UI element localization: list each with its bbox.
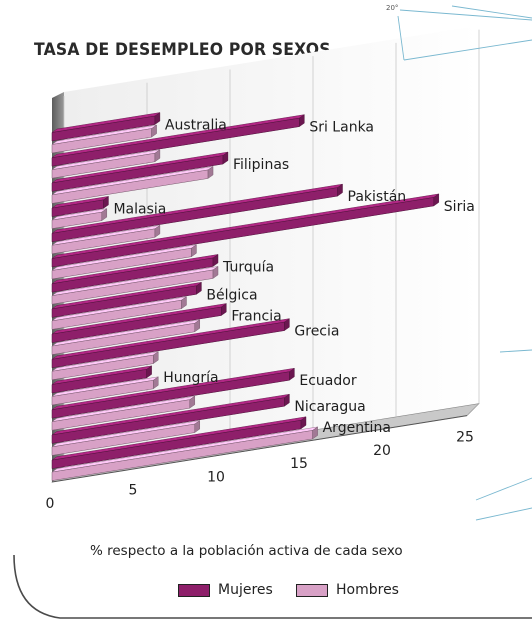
- category-label-filipinas: Filipinas: [233, 157, 289, 173]
- category-label-francia: Francia: [231, 309, 281, 325]
- x-tick-label-20: 20: [373, 443, 391, 459]
- bar-hombres-ecuador: [51, 395, 195, 431]
- decor-line-3: [451, 5, 532, 19]
- decor-line-2: [403, 39, 532, 61]
- bar-mujeres-turquia: [51, 254, 219, 293]
- decor-line-5: [475, 507, 532, 521]
- bar-mujeres-nicaragua: [51, 393, 290, 444]
- bar-mujeres-argentina: [51, 416, 307, 469]
- corner-number: 20°: [386, 4, 399, 12]
- category-label-siria: Siria: [444, 199, 475, 215]
- legend-swatch-mujeres: [178, 583, 210, 597]
- category-label-nicaragua: Nicaragua: [294, 399, 365, 415]
- category-label-malasia: Malasia: [113, 201, 166, 217]
- legend-swatch-hombres: [296, 583, 328, 597]
- x-axis-title: % respecto a la población activa de cada…: [90, 543, 403, 559]
- bar-mujeres-hungria: [51, 365, 152, 394]
- bar-mujeres-sri-lanka: [51, 114, 305, 167]
- decor-line-4: [475, 477, 532, 501]
- decor-line-0: [399, 9, 532, 21]
- bar-hombres-turquia: [51, 266, 219, 305]
- decor-line-1: [397, 15, 405, 61]
- bar-hombres-grecia: [51, 351, 159, 381]
- x-tick-label-25: 25: [456, 430, 474, 446]
- bar-mujeres-filipinas: [51, 151, 229, 192]
- category-label-belgica: Bélgica: [206, 287, 257, 303]
- page-frame-curve: [13, 554, 532, 619]
- x-tick-label-5: 5: [129, 483, 138, 499]
- bar-mujeres-grecia: [51, 318, 290, 369]
- bar-hombres-francia: [51, 319, 200, 355]
- bar-mujeres-francia: [51, 303, 227, 343]
- decor-line-6: [499, 349, 532, 353]
- bar-mujeres-ecuador: [51, 367, 295, 419]
- category-label-sri-lanka: Sri Lanka: [309, 120, 374, 136]
- category-label-pakistan: Pakistán: [348, 189, 407, 205]
- bar-hombres-belgica: [51, 296, 187, 330]
- bar-mujeres-malasia: [51, 195, 109, 217]
- bar-mujeres-australia: [51, 112, 161, 142]
- bar-hombres-hungria: [51, 376, 159, 406]
- chart-title: TASA DE DESEMPLEO POR SEXOS: [34, 40, 331, 60]
- category-label-turquia: Turquía: [222, 259, 274, 275]
- x-tick-label-0: 0: [46, 496, 55, 512]
- bar-hombres-sri-lanka: [51, 149, 161, 179]
- bar-mujeres-belgica: [51, 281, 202, 318]
- legend-item-mujeres: Mujeres: [178, 578, 273, 602]
- bar-hombres-siria: [51, 244, 197, 280]
- bar-hombres-filipinas: [51, 166, 214, 204]
- legend-label-hombres: Hombres: [336, 582, 399, 598]
- legend-item-hombres: Hombres: [296, 578, 399, 602]
- category-label-ecuador: Ecuador: [299, 373, 356, 389]
- bar-hombres-australia: [51, 124, 157, 154]
- bar-hombres-nicaragua: [51, 420, 200, 456]
- bar-mujeres-siria: [51, 193, 439, 268]
- bar-mujeres-pakistan: [51, 183, 343, 243]
- bar-hombres-malasia: [51, 208, 107, 229]
- category-label-argentina: Argentina: [323, 420, 391, 436]
- category-label-hungria: Hungría: [163, 370, 218, 386]
- category-label-australia: Australia: [165, 118, 227, 134]
- category-label-grecia: Grecia: [294, 324, 339, 340]
- x-tick-label-15: 15: [290, 456, 308, 472]
- legend-label-mujeres: Mujeres: [218, 582, 273, 598]
- x-axis-line: [51, 415, 468, 483]
- x-tick-label-10: 10: [207, 469, 225, 485]
- bar-hombres-pakistan: [51, 224, 161, 255]
- bar-hombres-argentina: [51, 426, 318, 481]
